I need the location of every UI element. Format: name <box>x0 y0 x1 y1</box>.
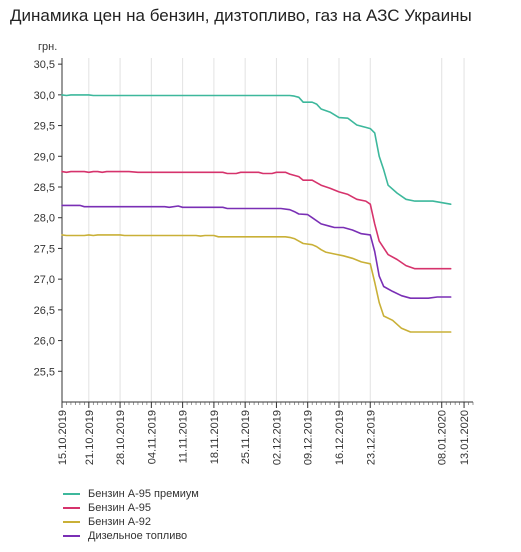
series-line-1 <box>61 170 452 270</box>
x-tick-label: 15.10.2019 <box>57 410 69 465</box>
legend-item[interactable]: Бензин А-95 <box>63 501 199 515</box>
y-tick-label: 30,0 <box>34 90 55 102</box>
y-tick-label: 25,5 <box>34 366 55 378</box>
x-tick-label: 23.12.2019 <box>365 410 377 465</box>
legend-label: Бензин А-92 <box>88 516 151 528</box>
legend-swatch <box>63 507 80 509</box>
page-title: Динамика цен на бензин, дизтопливо, газ … <box>10 6 472 25</box>
y-tick-label: 28,5 <box>34 182 55 194</box>
y-tick-label: 28,0 <box>34 213 55 225</box>
grid-layer <box>61 58 465 402</box>
legend-label: Бензин А-95 премиум <box>88 488 199 500</box>
y-tick-label: 26,5 <box>34 305 55 317</box>
legend-item[interactable]: Дизельное топливо <box>63 529 199 543</box>
legend-label: Бензин А-95 <box>88 502 151 514</box>
legend-swatch <box>63 521 80 523</box>
x-tick-label: 21.10.2019 <box>84 410 96 465</box>
x-tick-label: 09.12.2019 <box>303 410 315 465</box>
y-tick-label: 29,5 <box>34 121 55 133</box>
axis-layer: 25,5 26,0 26,5 27,0 27,5 28,0 28,5 29,0 29,5 30,0… <box>34 58 474 465</box>
x-tick-label: 25.11.2019 <box>240 410 252 464</box>
series-line-3 <box>61 204 452 299</box>
x-tick-label: 13.01.2020 <box>459 410 471 465</box>
legend-item[interactable]: Бензин А-92 <box>63 515 199 529</box>
y-tick-label: 27,5 <box>34 243 55 255</box>
x-tick-label: 08.01.2020 <box>437 410 449 465</box>
x-tick-label: 04.11.2019 <box>146 410 158 464</box>
legend-swatch <box>63 493 80 495</box>
x-tick-label: 02.12.2019 <box>271 410 283 465</box>
y-tick-label: 26,0 <box>34 336 55 348</box>
series-layer <box>61 94 452 333</box>
series-line-2 <box>61 234 452 333</box>
legend-label: Дизельное топливо <box>88 530 188 542</box>
y-tick-label: 30,5 <box>34 59 55 71</box>
chart-legend: Бензин А-95 премиум Бензин А-95 Бензин А-9… <box>63 487 199 543</box>
legend-item[interactable]: Бензин А-95 премиум <box>63 487 199 501</box>
x-tick-label: 11.11.2019 <box>178 410 190 463</box>
y-tick-label: 29,0 <box>34 151 55 163</box>
y-tick-label: 27,0 <box>34 274 55 286</box>
x-tick-label: 18.11.2019 <box>209 410 221 464</box>
series-line-0 <box>61 94 452 205</box>
x-tick-label: 16.12.2019 <box>334 410 346 465</box>
x-tick-label: 28.10.2019 <box>115 410 127 465</box>
y-axis-label: грн. <box>38 41 57 53</box>
legend-swatch <box>63 535 80 537</box>
